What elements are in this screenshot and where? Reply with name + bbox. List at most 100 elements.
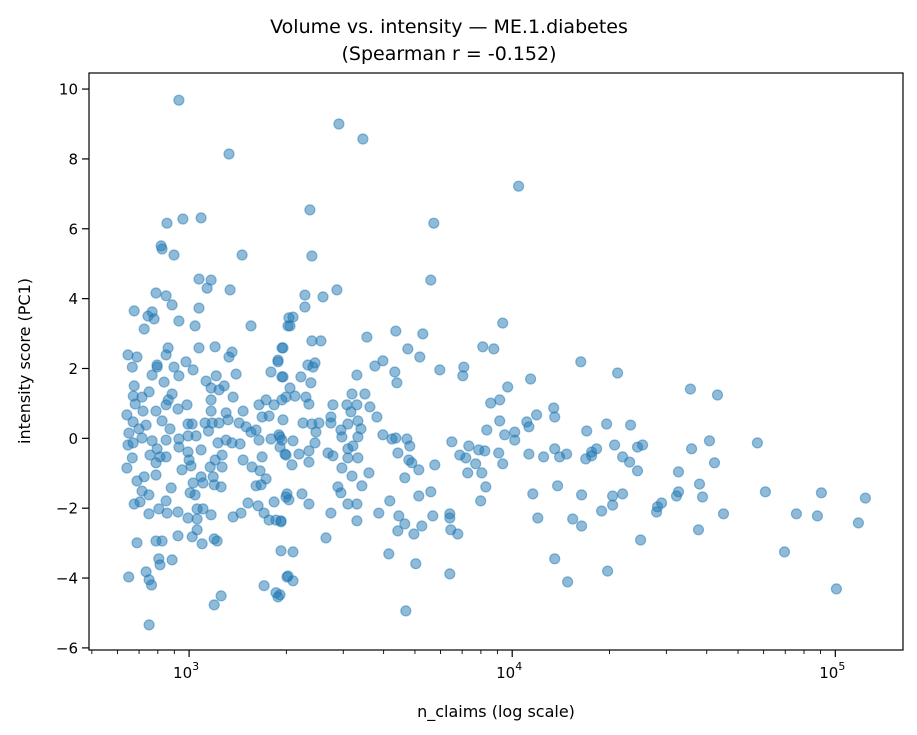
data-point bbox=[161, 217, 173, 229]
data-point bbox=[138, 323, 150, 335]
data-point bbox=[369, 360, 381, 372]
data-point bbox=[477, 341, 489, 353]
data-point bbox=[158, 376, 170, 388]
x-axis-label: n_claims (log scale) bbox=[417, 702, 575, 722]
data-point bbox=[493, 447, 505, 459]
data-point bbox=[197, 477, 209, 489]
data-point bbox=[309, 437, 321, 449]
data-point bbox=[606, 490, 619, 502]
data-point bbox=[254, 465, 266, 477]
data-point bbox=[186, 531, 198, 543]
data-point bbox=[427, 510, 439, 522]
data-point bbox=[377, 355, 389, 367]
data-point bbox=[400, 605, 412, 617]
data-point bbox=[230, 368, 242, 380]
data-point bbox=[488, 343, 500, 355]
data-point bbox=[347, 440, 359, 452]
data-point bbox=[237, 454, 249, 466]
data-point bbox=[417, 328, 429, 340]
data-point bbox=[123, 571, 135, 583]
data-point bbox=[600, 418, 613, 430]
data-point bbox=[692, 524, 705, 536]
data-point bbox=[148, 313, 160, 325]
data-point bbox=[377, 429, 389, 441]
data-point bbox=[286, 459, 298, 471]
data-point bbox=[476, 467, 488, 479]
data-point bbox=[327, 399, 339, 411]
x-axis: 103 104 105 bbox=[91, 650, 845, 682]
data-point bbox=[177, 213, 189, 225]
data-point bbox=[280, 491, 292, 503]
chart-title: Volume vs. intensity — ME.1.diabetes bbox=[270, 16, 628, 38]
data-point bbox=[399, 518, 411, 530]
data-point bbox=[282, 320, 294, 332]
data-point bbox=[601, 565, 614, 577]
data-point bbox=[296, 488, 308, 500]
x-tick-label: 105 bbox=[819, 660, 845, 682]
data-point bbox=[342, 452, 354, 464]
data-point bbox=[160, 434, 172, 446]
data-point bbox=[623, 456, 636, 468]
data-point bbox=[173, 315, 185, 327]
y-axis-label: intensity score (PC1) bbox=[15, 278, 34, 444]
data-point bbox=[616, 488, 629, 500]
data-point bbox=[408, 528, 420, 540]
data-point bbox=[523, 448, 535, 460]
data-point bbox=[265, 366, 277, 378]
data-point bbox=[222, 414, 234, 426]
data-point bbox=[272, 591, 284, 603]
data-point bbox=[524, 373, 537, 385]
data-point bbox=[143, 489, 155, 501]
y-tick-label: 2 bbox=[68, 360, 78, 378]
data-point bbox=[413, 464, 425, 476]
data-point bbox=[402, 343, 414, 355]
data-point bbox=[145, 579, 158, 591]
data-point bbox=[256, 451, 268, 463]
data-point bbox=[182, 512, 194, 524]
data-point bbox=[172, 403, 184, 415]
data-point bbox=[275, 516, 287, 528]
data-point bbox=[258, 580, 270, 592]
y-tick-label: −4 bbox=[56, 570, 78, 588]
data-point bbox=[317, 291, 329, 303]
data-point bbox=[333, 118, 345, 130]
data-point bbox=[202, 425, 215, 437]
data-point bbox=[281, 571, 293, 583]
x-tick-label: 104 bbox=[496, 660, 522, 682]
data-point bbox=[303, 398, 315, 410]
data-point bbox=[315, 335, 327, 347]
data-point bbox=[345, 406, 357, 418]
data-point bbox=[223, 148, 235, 160]
data-point bbox=[778, 546, 791, 558]
data-point bbox=[303, 445, 315, 457]
plot-frame bbox=[88, 72, 904, 651]
data-point bbox=[634, 534, 647, 546]
data-point bbox=[608, 439, 621, 451]
data-point bbox=[287, 435, 299, 447]
data-point bbox=[606, 499, 619, 511]
data-point bbox=[530, 409, 543, 421]
data-point bbox=[481, 424, 493, 436]
data-point bbox=[263, 410, 275, 422]
y-tick-label: 10 bbox=[59, 81, 78, 99]
data-point bbox=[172, 506, 184, 518]
y-tick-label: 0 bbox=[68, 430, 78, 448]
data-point bbox=[502, 381, 514, 393]
data-point bbox=[390, 432, 402, 444]
data-point bbox=[189, 489, 201, 501]
data-point bbox=[462, 467, 474, 479]
data-point bbox=[480, 481, 492, 493]
data-point bbox=[260, 394, 272, 406]
data-point bbox=[223, 351, 235, 363]
data-point bbox=[413, 490, 425, 502]
data-point bbox=[224, 284, 236, 296]
data-point bbox=[560, 448, 573, 460]
chart-subtitle: (Spearman r = -0.152) bbox=[341, 43, 556, 65]
data-point bbox=[336, 462, 348, 474]
data-point bbox=[122, 349, 134, 361]
data-point bbox=[218, 380, 230, 392]
data-point bbox=[429, 459, 441, 471]
data-point bbox=[255, 479, 267, 491]
data-point bbox=[325, 507, 337, 519]
